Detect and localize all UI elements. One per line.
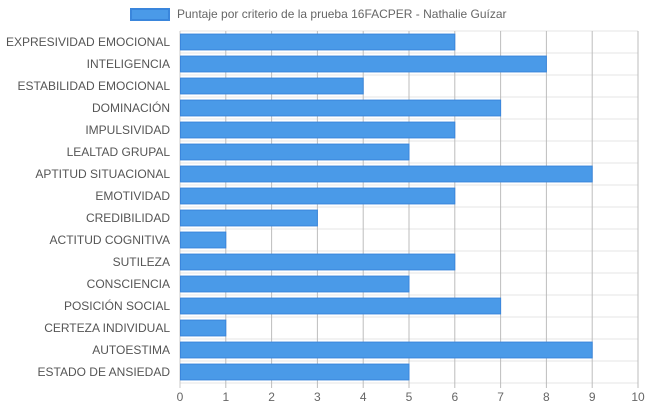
- bar[interactable]: [180, 253, 456, 271]
- legend-label: Puntaje por criterio de la prueba 16FACP…: [177, 7, 507, 21]
- x-tick-label: 7: [497, 390, 504, 404]
- bar[interactable]: [180, 99, 502, 117]
- x-tick-label: 10: [631, 390, 645, 404]
- category-label: EMOTIVIDAD: [95, 189, 170, 203]
- bar[interactable]: [180, 363, 410, 381]
- category-label: LEALTAD GRUPAL: [67, 145, 171, 159]
- category-label: APTITUD SITUACIONAL: [35, 167, 170, 181]
- bar[interactable]: [180, 143, 410, 161]
- category-label: SUTILEZA: [113, 255, 170, 269]
- bar[interactable]: [180, 33, 456, 51]
- category-label: POSICIÓN SOCIAL: [64, 298, 170, 313]
- category-label: CREDIBILIDAD: [86, 211, 170, 225]
- bar[interactable]: [180, 187, 456, 205]
- bar[interactable]: [180, 275, 410, 293]
- bar[interactable]: [180, 55, 547, 73]
- x-tick-label: 5: [406, 390, 413, 404]
- category-label: AUTOESTIMA: [92, 343, 170, 357]
- bar[interactable]: [180, 209, 318, 227]
- x-tick-label: 1: [222, 390, 229, 404]
- bar[interactable]: [180, 165, 593, 183]
- x-tick-label: 4: [360, 390, 367, 404]
- category-label: IMPULSIVIDAD: [85, 123, 170, 137]
- x-tick-label: 3: [314, 390, 321, 404]
- category-label: EXPRESIVIDAD EMOCIONAL: [6, 35, 170, 49]
- category-label: CONSCIENCIA: [87, 277, 170, 291]
- bar[interactable]: [180, 121, 456, 139]
- x-tick-label: 2: [268, 390, 275, 404]
- category-label: DOMINACIÓN: [92, 100, 170, 115]
- category-label: ESTABILIDAD EMOCIONAL: [18, 79, 171, 93]
- x-tick-label: 8: [543, 390, 550, 404]
- category-label: CERTEZA INDIVIDUAL: [44, 321, 170, 335]
- bar[interactable]: [180, 231, 227, 249]
- legend-swatch[interactable]: [130, 8, 170, 21]
- bar[interactable]: [180, 77, 364, 95]
- category-label: ESTADO DE ANSIEDAD: [38, 365, 171, 379]
- category-label: INTELIGENCIA: [87, 57, 170, 71]
- x-tick-label: 9: [589, 390, 596, 404]
- category-label: ACTITUD COGNITIVA: [50, 233, 170, 247]
- x-tick-label: 0: [177, 390, 184, 404]
- bar[interactable]: [180, 297, 502, 315]
- bar[interactable]: [180, 341, 593, 359]
- bar[interactable]: [180, 319, 227, 337]
- x-tick-label: 6: [451, 390, 458, 404]
